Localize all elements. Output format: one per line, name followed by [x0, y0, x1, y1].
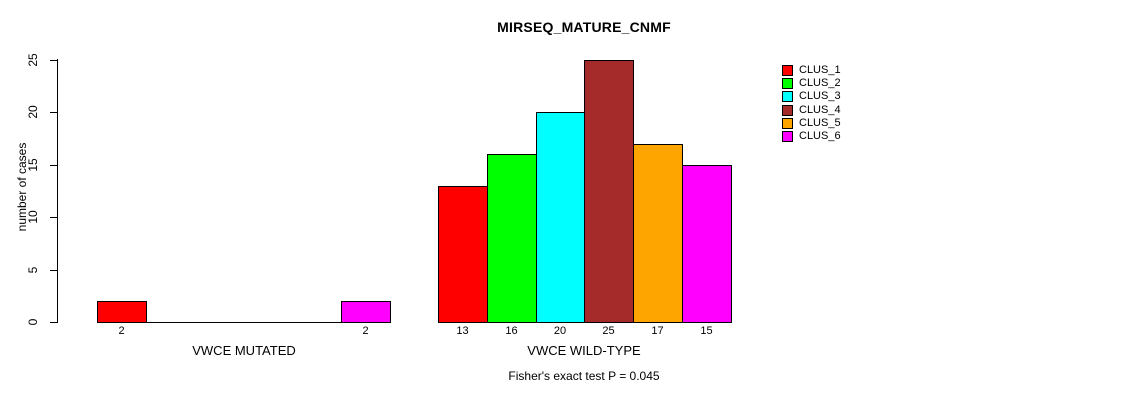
legend-swatch-clus-6	[782, 131, 793, 143]
y-tick-label: 15	[26, 158, 40, 172]
legend-item-clus-2: CLUS_2	[782, 77, 841, 90]
bar-value-label: 17	[651, 325, 664, 337]
bar-value-label: 25	[602, 325, 615, 337]
legend-swatch-clus-2	[782, 78, 793, 90]
chart-title: MIRSEQ_MATURE_CNMF	[497, 19, 671, 35]
bar-clus_4	[584, 60, 634, 323]
bar-clus_1	[97, 301, 147, 323]
y-tick-mark	[50, 165, 57, 166]
y-tick-label: 25	[26, 53, 40, 67]
bar-clus_5	[633, 144, 683, 323]
legend-item-clus-3: CLUS_3	[782, 90, 841, 103]
fisher-test-annotation: Fisher's exact test P = 0.045	[508, 369, 660, 383]
bar-value-label: 13	[456, 325, 469, 337]
y-tick-label: 10	[26, 210, 40, 224]
legend-label-clus-3: CLUS_3	[799, 90, 841, 103]
y-tick-label: 0	[26, 318, 40, 326]
legend-label-clus-2: CLUS_2	[799, 77, 841, 90]
legend: CLUS_1 CLUS_2 CLUS_3 CLUS_4 CLUS_5 CLUS_…	[782, 64, 841, 143]
y-tick-mark	[50, 112, 57, 113]
y-tick-mark	[50, 270, 57, 271]
y-tick-mark	[50, 60, 57, 61]
y-tick-label: 5	[26, 266, 40, 274]
legend-swatch-clus-4	[782, 104, 793, 116]
bar-clus_6	[341, 301, 391, 323]
bar-clus_2	[487, 154, 537, 323]
legend-item-clus-5: CLUS_5	[782, 117, 841, 130]
bar-value-label: 15	[700, 325, 713, 337]
bar-value-label: 16	[505, 325, 518, 337]
group-baseline	[97, 322, 390, 323]
group-label-vwce-wild-type: VWCE WILD-TYPE	[527, 343, 641, 358]
y-tick-mark	[50, 322, 57, 323]
legend-label-clus-5: CLUS_5	[799, 116, 841, 129]
bar-clus_1	[438, 186, 488, 323]
legend-swatch-clus-3	[782, 91, 793, 103]
bar-value-label: 2	[362, 325, 369, 337]
y-axis-line	[57, 59, 58, 323]
y-tick-mark	[50, 217, 57, 218]
bar-clus_3	[536, 112, 585, 323]
y-tick-label: 20	[26, 105, 40, 119]
bar-value-label: 2	[118, 325, 125, 337]
legend-label-clus-6: CLUS_6	[799, 130, 841, 143]
legend-swatch-clus-1	[782, 65, 793, 77]
legend-label-clus-4: CLUS_4	[799, 103, 841, 116]
legend-label-clus-1: CLUS_1	[799, 64, 841, 77]
bar-clus_6	[682, 165, 732, 323]
bar-value-label: 20	[553, 325, 567, 337]
group-label-vwce-mutated: VWCE MUTATED	[192, 343, 296, 358]
legend-item-clus-6: CLUS_6	[782, 130, 841, 143]
legend-swatch-clus-5	[782, 117, 793, 129]
legend-item-clus-1: CLUS_1	[782, 64, 841, 77]
legend-item-clus-4: CLUS_4	[782, 104, 841, 117]
